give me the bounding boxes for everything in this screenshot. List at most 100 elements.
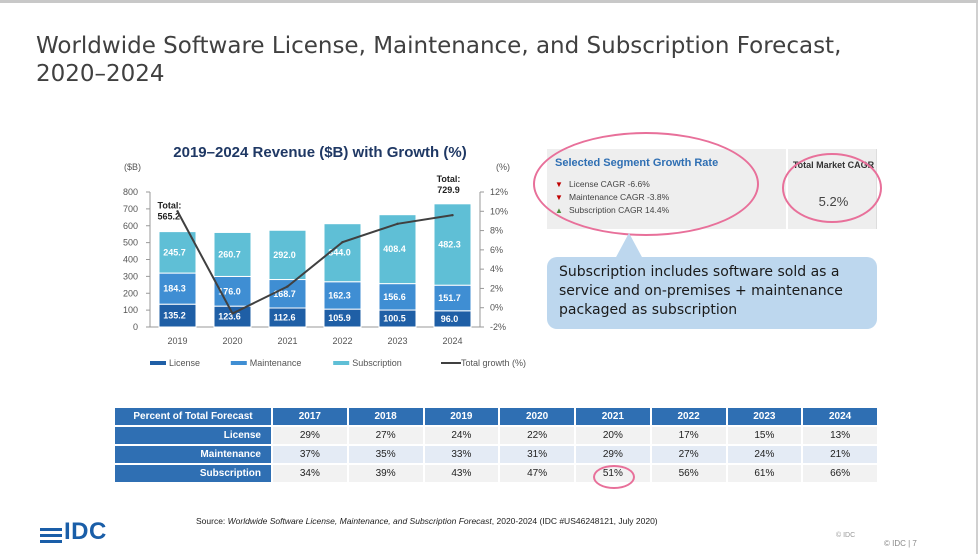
- bar-subscription: [268, 229, 307, 281]
- legend-swatch-subscription: [333, 361, 350, 365]
- percent-of-total-table: Percent of Total Forecast 2017 2018 2019…: [113, 406, 879, 484]
- growth-line: [176, 210, 453, 315]
- y-tick-label: 400: [123, 255, 138, 265]
- x-tick-label: 2019: [167, 336, 187, 346]
- bar-data-label: 184.3: [163, 284, 186, 294]
- y-tick-label: 800: [123, 187, 138, 197]
- table-cell: 47%: [500, 465, 574, 482]
- highlight-ellipse-51pct: [593, 465, 635, 489]
- table-header-cell: 2023: [727, 408, 802, 425]
- growth-point: [341, 240, 344, 244]
- table-cell: 66%: [803, 465, 877, 482]
- bar-maintenance: [158, 272, 197, 305]
- slide-title: Worldwide Software License, Maintenance,…: [36, 33, 842, 87]
- legend-label-growth: Total growth (%): [461, 358, 526, 368]
- highlight-ellipse-segments: [533, 132, 759, 236]
- table-cell: 56%: [651, 465, 726, 482]
- bar-data-label: 292.0: [273, 250, 296, 260]
- idc-logo-icon: [40, 528, 62, 543]
- bar-maintenance: [433, 284, 472, 312]
- bar-data-label: 176.0: [218, 286, 241, 296]
- source-citation: Source: Worldwide Software License, Main…: [196, 516, 658, 526]
- bar-data-label: 245.7: [163, 247, 186, 257]
- bar-data-label: 344.0: [328, 248, 351, 258]
- bar-data-label: 156.6: [383, 292, 406, 302]
- bar-data-label: 100.5: [383, 314, 406, 324]
- table-header-cell: 2024: [803, 408, 877, 425]
- table-header-cell: Percent of Total Forecast: [115, 408, 271, 425]
- bar-data-label: 482.3: [438, 240, 461, 250]
- table-cell: 29%: [576, 446, 650, 463]
- chart-title: 2019–2024 Revenue ($B) with Growth (%): [173, 144, 466, 161]
- bar-data-label: 151.7: [438, 293, 461, 303]
- table-cell: 27%: [651, 446, 726, 463]
- bar-data-label: 260.7: [218, 249, 241, 259]
- table-header-cell: 2020: [500, 408, 574, 425]
- growth-point: [451, 213, 454, 217]
- total-annotation-label: Total:: [158, 201, 182, 211]
- legend-label-subscription: Subscription: [352, 358, 402, 368]
- y2-tick-label: 4%: [490, 264, 503, 274]
- bar-data-label: 112.6: [273, 312, 295, 322]
- x-tick-label: 2021: [277, 336, 297, 346]
- y2-tick-label: 8%: [490, 226, 503, 236]
- bar-subscription: [378, 214, 417, 285]
- y2-axis-label: (%): [496, 162, 510, 172]
- growth-point: [396, 222, 399, 226]
- growth-point: [176, 210, 179, 213]
- table-row: Subscription 34% 39% 43% 47% 51% 56% 61%…: [115, 465, 877, 482]
- table-cell: 24%: [424, 427, 499, 444]
- y2-tick-label: 12%: [490, 187, 508, 197]
- y-tick-label: 100: [123, 305, 138, 315]
- bar-data-label: 408.4: [383, 244, 406, 254]
- table-header-cell: 2021: [576, 408, 650, 425]
- bar-data-label: 162.3: [328, 290, 351, 300]
- table-header-cell: 2018: [348, 408, 423, 425]
- y2-tick-label: 10%: [490, 206, 508, 216]
- row-label-maintenance: Maintenance: [115, 446, 271, 463]
- row-label-subscription: Subscription: [115, 465, 271, 482]
- legend-swatch-license: [150, 361, 166, 365]
- table-row: Maintenance 37% 35% 33% 31% 29% 27% 24% …: [115, 446, 877, 463]
- growth-point: [231, 312, 234, 315]
- table-header-cell: 2017: [273, 408, 347, 425]
- legend-label-maintenance: Maintenance: [250, 358, 302, 368]
- table-header-cell: 2019: [424, 408, 499, 425]
- table-cell: 17%: [651, 427, 726, 444]
- table-cell: 21%: [803, 446, 877, 463]
- bar-subscription: [213, 231, 252, 277]
- copyright-mark: © IDC: [836, 532, 856, 539]
- x-tick-label: 2024: [442, 336, 462, 346]
- table-cell: 34%: [273, 465, 347, 482]
- table-header-row: Percent of Total Forecast 2017 2018 2019…: [115, 408, 877, 425]
- revenue-chart: 2019–2024 Revenue ($B) with Growth (%) ($…: [123, 144, 526, 368]
- y-tick-label: 600: [123, 221, 138, 231]
- table-cell: 15%: [727, 427, 802, 444]
- table-cell: 61%: [727, 465, 802, 482]
- y2-tick-label: 0%: [490, 303, 503, 313]
- bar-data-label: 123.6: [218, 312, 241, 322]
- table-cell: 20%: [576, 427, 650, 444]
- subscription-callout: Subscription includes software sold as a…: [547, 257, 877, 329]
- x-tick-label: 2022: [332, 336, 352, 346]
- legend-swatch-maintenance: [230, 361, 247, 365]
- y2-tick-label: 2%: [490, 283, 503, 293]
- bar-maintenance: [268, 279, 307, 309]
- table-cell: 13%: [803, 427, 877, 444]
- top-border: [0, 0, 978, 3]
- idc-logo-text: IDC: [64, 518, 107, 545]
- table-header-cell: 2022: [651, 408, 726, 425]
- table-cell: 29%: [273, 427, 347, 444]
- table-cell: 33%: [424, 446, 499, 463]
- right-border: [976, 3, 978, 554]
- row-label-license: License: [115, 427, 271, 444]
- table-cell: 43%: [424, 465, 499, 482]
- y2-tick-label: 6%: [490, 245, 503, 255]
- bar-subscription: [158, 231, 197, 274]
- table-cell: 39%: [348, 465, 423, 482]
- y-tick-label: 500: [123, 238, 138, 248]
- page-footer: © IDC | 7: [884, 539, 917, 548]
- y2-tick-label: -2%: [490, 322, 506, 332]
- table-cell: 37%: [273, 446, 347, 463]
- bar-data-label: 105.9: [328, 313, 351, 323]
